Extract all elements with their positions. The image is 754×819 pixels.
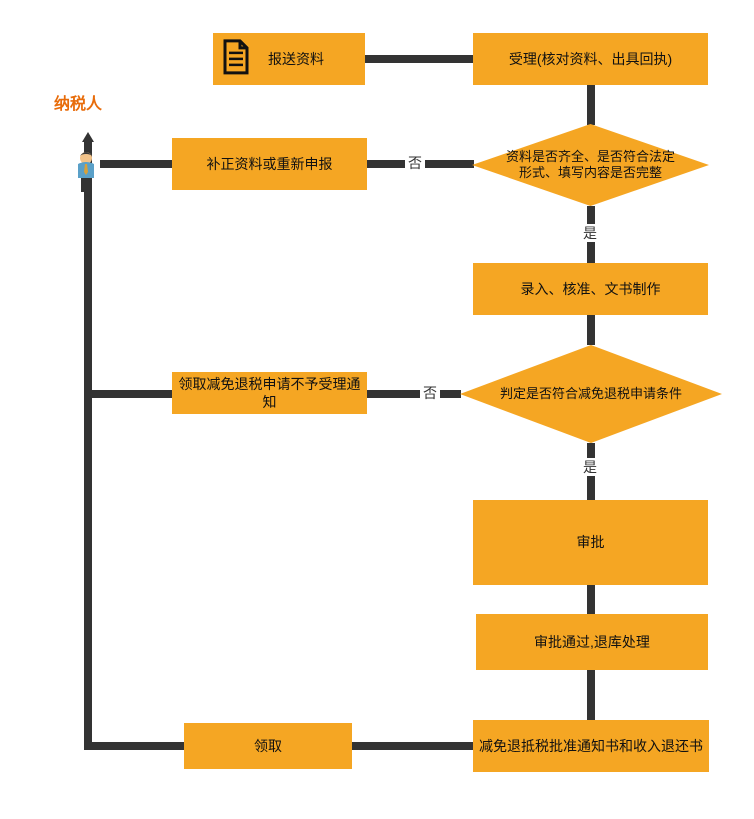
edge-9 — [352, 742, 473, 750]
edge-label-1: 是 — [580, 224, 600, 242]
edge-10 — [100, 160, 172, 168]
edge-5 — [367, 390, 461, 398]
node-label-l2: 领取减免退税申请不予受理通知 — [176, 375, 363, 411]
edge-11 — [84, 390, 172, 398]
edge-13 — [84, 141, 92, 750]
node-label-d2: 判定是否符合减免退税申请条件 — [460, 345, 722, 443]
node-label-l3: 领取 — [254, 737, 282, 755]
node-label-r3: 录入、核准、文书制作 — [521, 280, 661, 298]
node-l2: 领取减免退税申请不予受理通知 — [172, 372, 367, 414]
node-r6: 审批通过,退库处理 — [476, 614, 708, 670]
node-label-r5: 审批 — [577, 533, 605, 551]
edge-0 — [365, 55, 473, 63]
taxpayer-label: 纳税人 — [54, 90, 102, 114]
edge-8 — [587, 670, 595, 720]
edge-label-0: 否 — [405, 154, 425, 172]
node-top_doc: 报送资料 — [213, 33, 365, 85]
taxpayer-icon — [72, 150, 100, 194]
node-label-d1: 资料是否齐全、是否符合法定形式、填写内容是否完整 — [472, 124, 709, 206]
document-icon — [221, 39, 251, 79]
arrowhead-0 — [82, 132, 94, 142]
node-r1: 受理(核对资料、出具回执) — [473, 33, 708, 85]
node-label-r6: 审批通过,退库处理 — [534, 633, 650, 651]
flowchart-canvas: 报送资料 受理(核对资料、出具回执) 补正资料或重新申报 资料是否齐全、是否符合法定形… — [0, 0, 754, 819]
node-label-top_doc: 报送资料 — [268, 50, 324, 68]
node-r7: 减免退抵税批准通知书和收入退还书 — [473, 720, 709, 772]
edge-label-2: 否 — [420, 384, 440, 402]
edge-4 — [587, 315, 595, 345]
node-l1: 补正资料或重新申报 — [172, 138, 367, 190]
node-label-l1: 补正资料或重新申报 — [207, 155, 333, 173]
edge-1 — [587, 85, 595, 125]
node-label-r1: 受理(核对资料、出具回执) — [509, 50, 672, 68]
node-l3: 领取 — [184, 723, 352, 769]
node-r3: 录入、核准、文书制作 — [473, 263, 708, 315]
edge-7 — [587, 585, 595, 614]
node-d1: 资料是否齐全、是否符合法定形式、填写内容是否完整 — [472, 124, 709, 206]
edge-label-3: 是 — [580, 458, 600, 476]
node-label-r7: 减免退抵税批准通知书和收入退还书 — [479, 737, 703, 755]
edge-12 — [84, 742, 184, 750]
node-d2: 判定是否符合减免退税申请条件 — [460, 345, 722, 443]
node-r5: 审批 — [473, 500, 708, 585]
